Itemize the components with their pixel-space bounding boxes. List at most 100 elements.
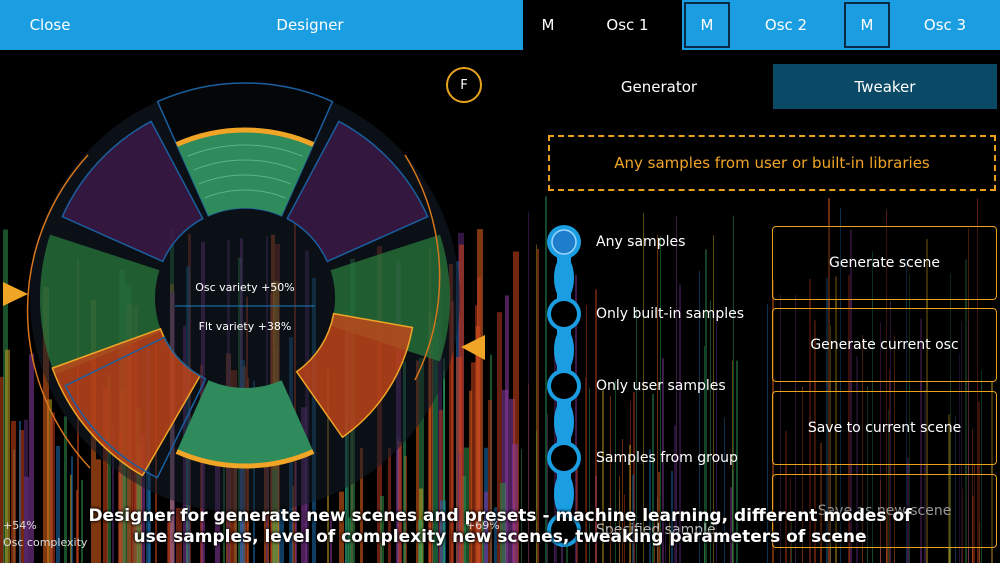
background-bar: [802, 387, 803, 563]
background-bar: [669, 522, 670, 563]
background-bar: [856, 356, 858, 563]
background-bar: [657, 234, 658, 563]
background-bar: [950, 273, 951, 563]
background-bar: [820, 442, 822, 563]
left-marker-icon[interactable]: [3, 282, 28, 306]
background-bar: [959, 353, 960, 563]
tab-tweaker[interactable]: Tweaker: [773, 64, 997, 109]
background-bar: [595, 475, 597, 563]
bottom-sector[interactable]: [176, 380, 314, 466]
background-bar: [909, 274, 910, 563]
mute-button-osc1[interactable]: M: [523, 0, 573, 50]
top-bar: Close Designer M Osc 1 M Osc 2 M Osc 3: [0, 0, 1000, 50]
background-bar: [850, 229, 852, 563]
background-bar: [704, 518, 705, 563]
mute-button-osc2[interactable]: M: [684, 2, 730, 48]
background-bar: [619, 490, 620, 563]
background-bar: [736, 360, 738, 563]
background-bar: [791, 514, 792, 563]
tab-generator[interactable]: Generator: [620, 77, 698, 96]
flt-variety-label: Flt variety +38%: [199, 320, 292, 333]
background-bar: [339, 491, 344, 563]
bottom-left-sector-outline[interactable]: [64, 336, 207, 479]
background-bar: [732, 360, 733, 563]
background-bar: [962, 488, 963, 563]
background-bar: [835, 276, 837, 563]
osc-complexity-value: +54%: [3, 519, 37, 532]
background-bar: [830, 464, 831, 563]
background-bar: [500, 482, 506, 563]
background-bar: [449, 263, 453, 563]
right-sector-orange[interactable]: [295, 312, 414, 439]
top-left-sector[interactable]: [61, 120, 204, 263]
background-bar: [477, 277, 481, 563]
caption-line-1: Designer for generate new scenes and pre…: [88, 506, 912, 526]
background-bar: [575, 274, 577, 563]
mode-label-builtin[interactable]: Only built-in samples: [596, 306, 745, 322]
background-bar: [730, 487, 732, 563]
background-bar: [140, 433, 145, 563]
background-bar: [633, 392, 635, 563]
f-button[interactable]: F: [446, 67, 482, 103]
tab-osc3[interactable]: Osc 3: [890, 0, 1000, 50]
background-bar: [330, 514, 332, 563]
background-bar: [576, 459, 578, 563]
background-bar: [418, 519, 422, 563]
background-bar: [629, 444, 631, 563]
background-bar: [657, 497, 658, 563]
background-bar: [96, 459, 101, 563]
variety-dial[interactable]: Osc variety +50% Flt variety +38%: [0, 50, 520, 563]
background-bar: [589, 387, 590, 563]
background-bar: [886, 507, 888, 563]
top-sector-edge: [175, 127, 315, 147]
background-bar: [733, 215, 734, 563]
background-bar: [279, 509, 284, 563]
background-bar: [889, 369, 890, 563]
background-bar: [906, 258, 907, 563]
background-bar: [388, 448, 391, 563]
background-bar: [949, 422, 951, 563]
library-notice: Any samples from user or built-in librar…: [548, 135, 996, 191]
save-new-scene-button[interactable]: Save as new scene: [772, 474, 997, 548]
background-bar: [512, 444, 518, 563]
mute-button-osc3[interactable]: M: [844, 2, 890, 48]
background-bar: [624, 494, 625, 563]
mode-label-specified[interactable]: Specified sample: [596, 522, 716, 538]
save-current-scene-button[interactable]: Save to current scene: [772, 391, 997, 465]
background-bar: [948, 414, 950, 563]
background-bar: [949, 522, 950, 563]
generate-current-osc-button[interactable]: Generate current osc: [772, 308, 997, 382]
background-bar: [862, 335, 863, 563]
close-button[interactable]: Close: [29, 16, 71, 34]
background-bar: [920, 318, 922, 563]
top-right-sector[interactable]: [286, 120, 429, 263]
background-bar: [848, 275, 850, 563]
right-scale-arc: [404, 154, 441, 381]
top-sector[interactable]: [176, 130, 314, 216]
background-bar: [112, 424, 114, 563]
background-bar: [615, 380, 616, 563]
background-bar: [439, 409, 443, 563]
right-marker-icon[interactable]: [461, 335, 485, 360]
background-bar: [674, 425, 676, 563]
background-bar: [632, 474, 634, 563]
page-title: Designer: [276, 16, 344, 34]
tab-osc2[interactable]: Osc 2: [730, 0, 842, 50]
background-bar: [955, 415, 956, 563]
background-bar: [961, 321, 962, 563]
background-bar: [432, 321, 438, 563]
sample-mode-slider[interactable]: [534, 220, 594, 550]
generate-scene-button[interactable]: Generate scene: [772, 226, 997, 300]
tab-osc1[interactable]: Osc 1: [573, 0, 682, 50]
background-bar: [380, 495, 384, 563]
mode-label-user[interactable]: Only user samples: [596, 378, 726, 394]
background-bar: [785, 430, 787, 563]
mode-label-group[interactable]: Samples from group: [596, 450, 738, 466]
background-bar: [880, 322, 881, 563]
background-bar: [981, 370, 982, 563]
mode-label-any[interactable]: Any samples: [596, 234, 686, 250]
background-bar: [19, 421, 21, 563]
background-bar: [828, 198, 830, 563]
background-bar: [654, 520, 655, 563]
background-bar: [56, 445, 60, 563]
